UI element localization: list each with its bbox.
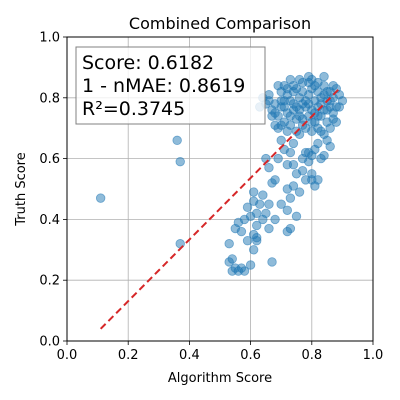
data-point	[264, 163, 274, 173]
data-point	[304, 99, 314, 109]
data-point	[304, 71, 314, 82]
data-point	[270, 214, 280, 225]
data-point	[294, 187, 305, 197]
data-point	[267, 257, 277, 267]
data-point	[294, 74, 305, 85]
data-point	[319, 71, 329, 82]
data-point	[239, 266, 250, 276]
y-axis-label: Truth Score	[14, 152, 29, 227]
data-point	[227, 254, 237, 264]
stats-nmae: 1 - nMAE: 0.8619	[82, 75, 245, 97]
data-point	[258, 214, 268, 225]
data-point	[285, 223, 296, 234]
x-tick-label: 0.8	[301, 348, 322, 363]
data-point	[248, 196, 259, 206]
y-tick-label: 1.0	[39, 31, 60, 46]
data-point	[322, 87, 332, 97]
data-point	[297, 87, 308, 97]
data-point	[285, 111, 296, 121]
data-point	[270, 120, 280, 130]
y-tick-label: 0.4	[39, 213, 60, 228]
x-axis-label: Algorithm Score	[168, 371, 272, 386]
data-point	[288, 138, 299, 149]
x-tick-label: 0.0	[57, 348, 78, 363]
x-tick-label: 1.0	[363, 348, 384, 363]
data-point	[242, 235, 253, 246]
stats-r-squared: R²=0.3745	[82, 98, 185, 120]
data-point	[282, 205, 293, 215]
data-point	[248, 229, 259, 240]
y-axis: 0.0 0.2 0.4 0.6 0.8 1.0	[39, 31, 67, 350]
data-point	[95, 193, 106, 203]
data-point	[285, 193, 296, 203]
data-point	[175, 156, 185, 167]
data-point	[264, 199, 274, 209]
y-tick-label: 0.2	[39, 274, 60, 289]
data-point	[248, 187, 259, 197]
data-point	[285, 147, 296, 158]
data-point	[325, 141, 335, 152]
data-point	[297, 114, 308, 124]
x-tick-label: 0.6	[240, 348, 261, 363]
stats-box-frame	[75, 46, 266, 125]
chart-title: Combined Comparison	[129, 14, 311, 33]
data-point	[273, 153, 283, 164]
data-point	[224, 239, 234, 249]
data-point	[242, 202, 253, 212]
data-point	[282, 83, 293, 94]
stats-score: Score: 0.6182	[82, 52, 214, 74]
data-point	[285, 74, 296, 85]
data-point	[288, 181, 299, 191]
data-point	[252, 208, 262, 219]
data-point	[236, 226, 247, 237]
data-point	[331, 117, 341, 127]
data-point	[288, 99, 299, 109]
data-point	[313, 77, 323, 88]
data-point	[325, 123, 335, 133]
data-point	[319, 150, 329, 161]
data-point	[310, 181, 320, 191]
data-point	[291, 211, 302, 222]
data-point	[288, 159, 299, 170]
data-point	[328, 80, 338, 91]
data-point	[248, 245, 259, 255]
stats-box: Score: 0.6182 1 - nMAE: 0.8619 R²=0.3745	[75, 46, 266, 125]
x-axis: 0.0 0.2 0.4 0.6 0.8 1.0	[57, 341, 384, 363]
data-point	[276, 199, 286, 209]
data-point	[252, 220, 262, 231]
data-point	[307, 126, 317, 136]
data-point	[264, 223, 274, 234]
data-point	[267, 111, 277, 121]
data-point	[276, 135, 286, 146]
data-point	[300, 175, 311, 185]
data-point	[172, 135, 182, 146]
data-point	[316, 126, 326, 136]
data-point	[307, 117, 317, 127]
y-tick-label: 0.6	[39, 152, 60, 167]
y-tick-label: 0.0	[39, 335, 60, 350]
plot-area-frame	[66, 36, 374, 342]
fit-line	[99, 87, 341, 330]
x-tick-label: 0.4	[179, 348, 200, 363]
data-point	[322, 105, 332, 115]
data-point	[270, 175, 280, 185]
data-point	[313, 111, 323, 121]
data-point	[245, 260, 256, 270]
data-point	[258, 190, 268, 200]
data-point	[337, 96, 348, 106]
data-point	[297, 166, 308, 176]
y-tick-label: 0.8	[39, 91, 60, 106]
data-point	[282, 126, 293, 136]
data-point	[276, 96, 286, 106]
x-tick-label: 0.2	[118, 348, 139, 363]
data-point	[313, 138, 323, 149]
